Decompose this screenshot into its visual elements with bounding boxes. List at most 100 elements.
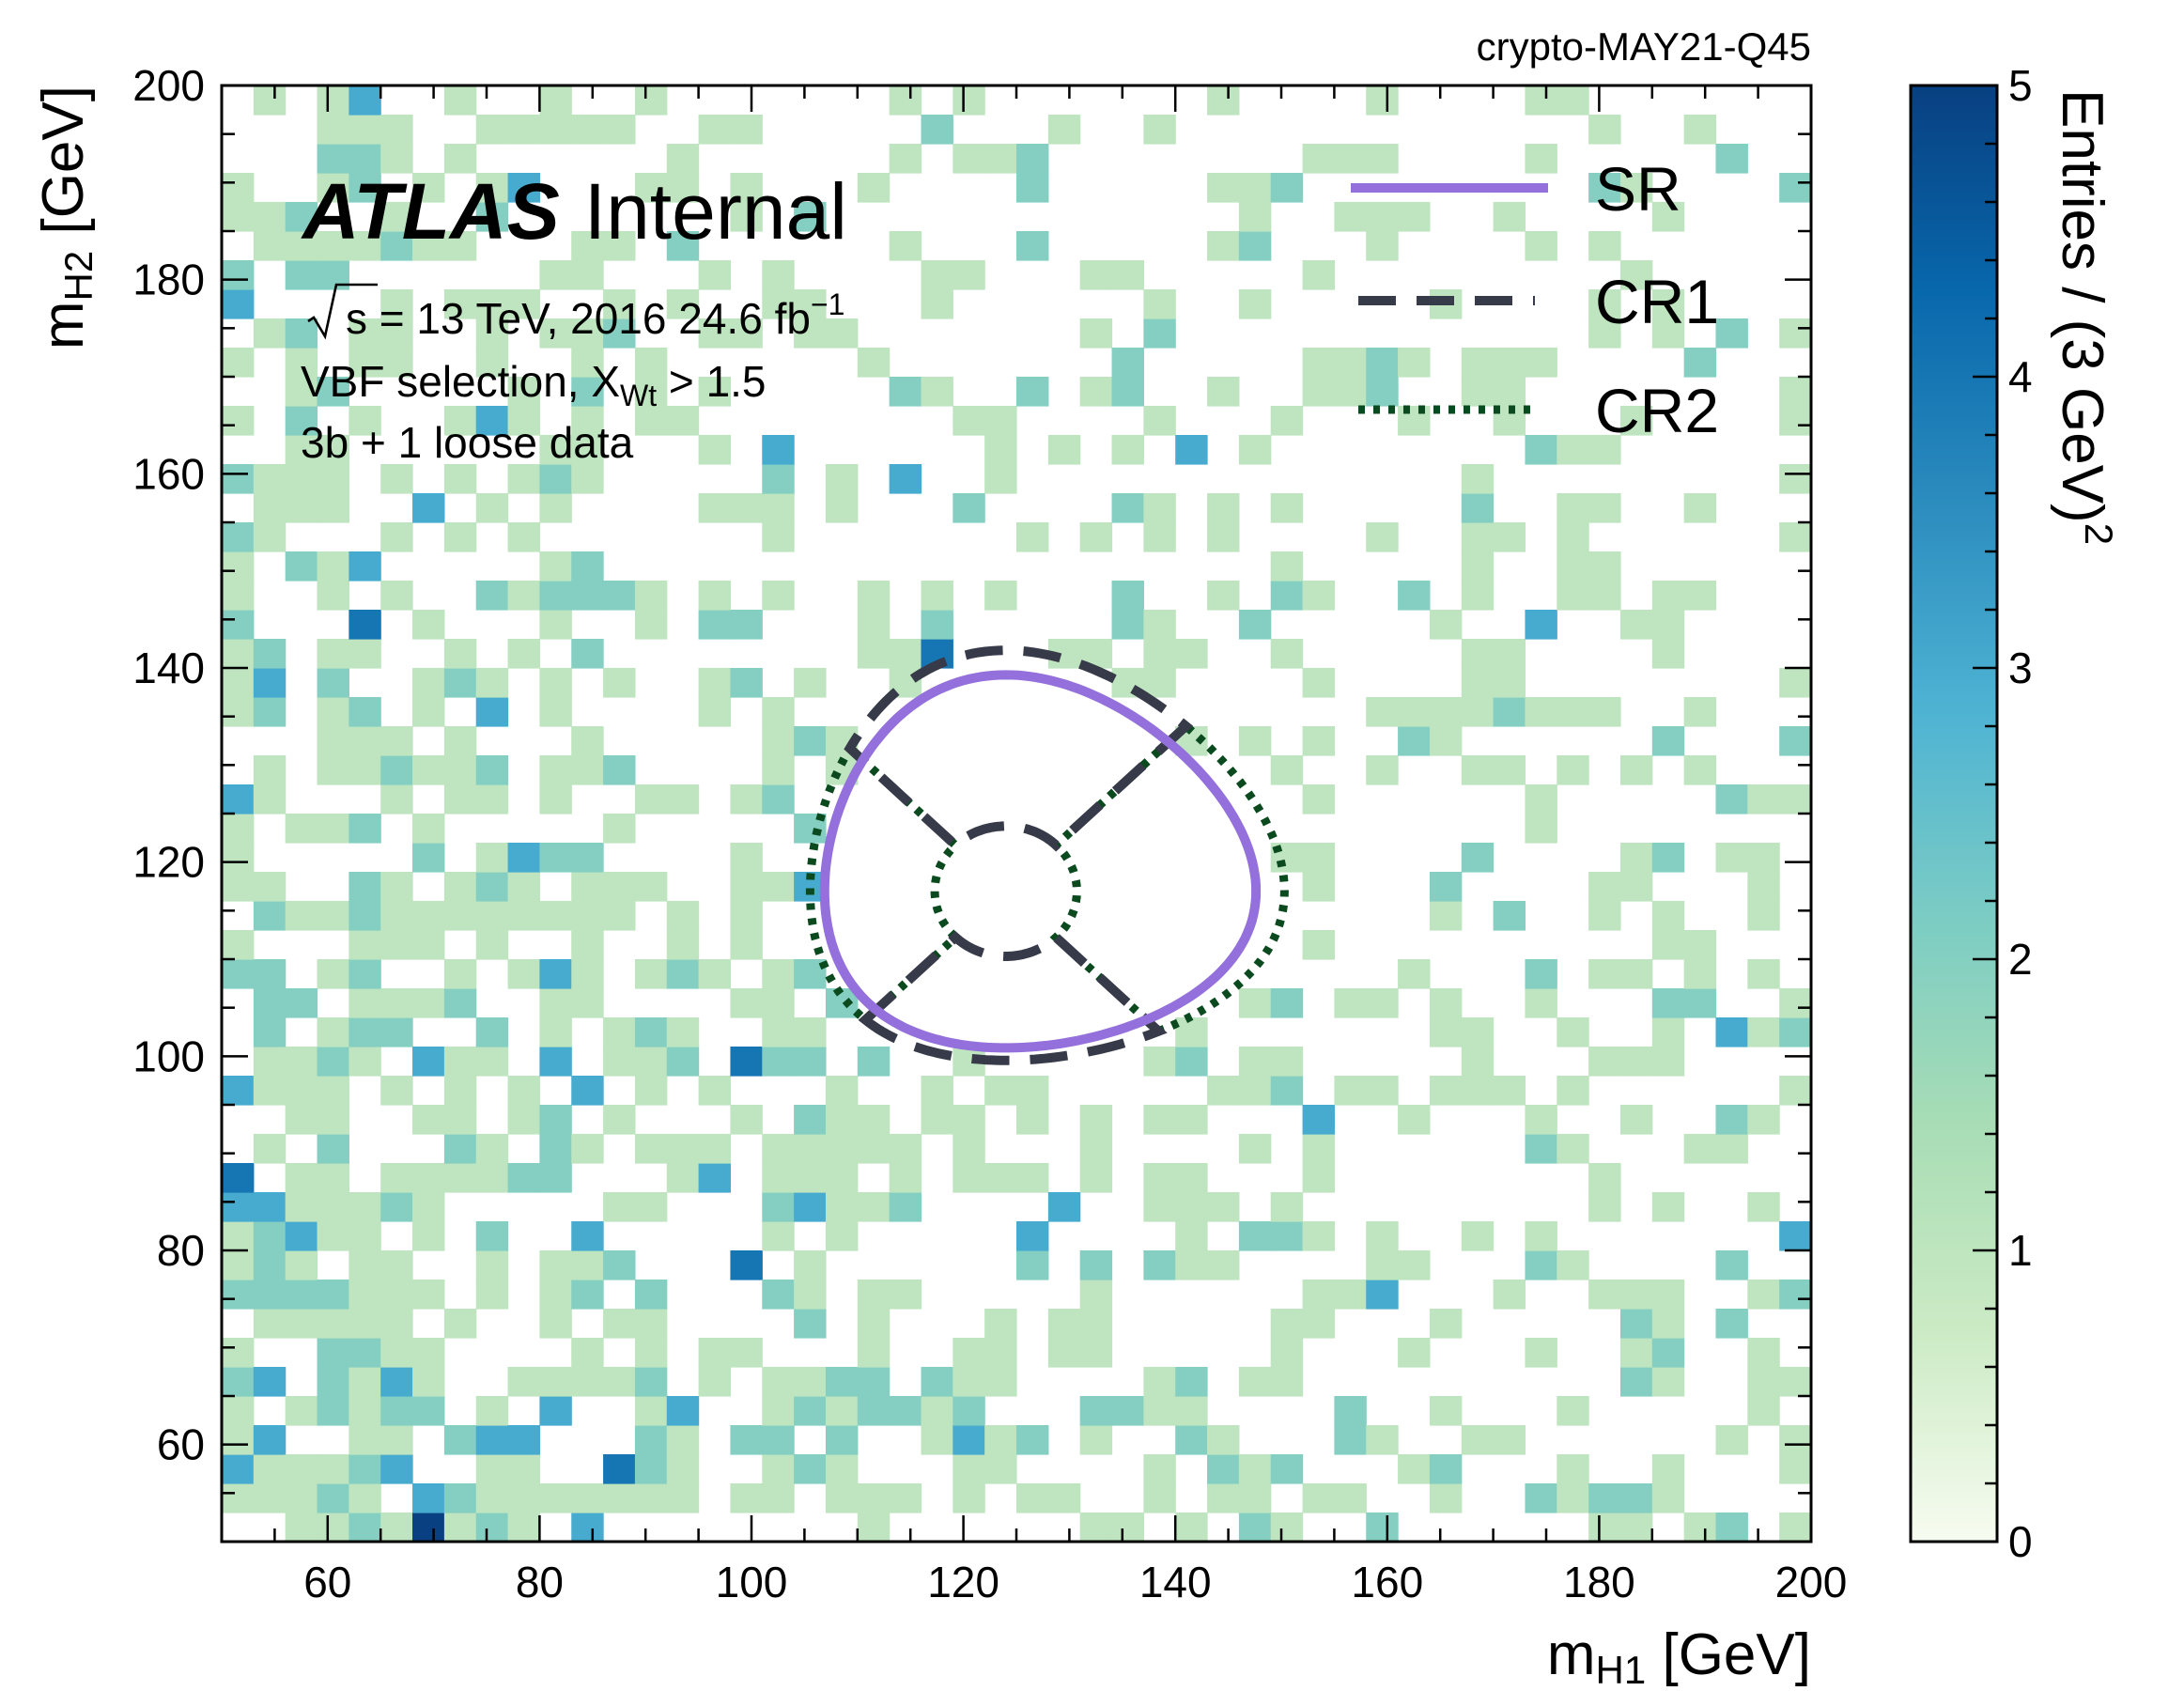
heatmap-cell — [1016, 1105, 1049, 1135]
heatmap-cell — [253, 522, 287, 552]
heatmap-cell — [349, 1483, 381, 1513]
heatmap-cell — [317, 231, 349, 261]
heatmap-cell — [1651, 1483, 1685, 1513]
heatmap-cell — [730, 872, 763, 902]
heatmap-cell — [603, 1309, 636, 1339]
heatmap-cell — [1747, 843, 1780, 873]
heatmap-cell — [412, 988, 445, 1018]
heatmap-cell — [285, 464, 318, 494]
heatmap-cell — [857, 1338, 891, 1368]
heatmap-cell — [698, 435, 732, 465]
heatmap-cell — [443, 784, 477, 814]
heatmap-cell — [380, 348, 413, 378]
heatmap-cell — [1557, 551, 1589, 582]
heatmap-cell — [1398, 581, 1431, 611]
heatmap-cell — [1651, 202, 1685, 232]
heatmap-cell — [1302, 1105, 1335, 1135]
heatmap-cell — [475, 581, 509, 611]
heatmap-cell — [730, 1338, 763, 1368]
heatmap-cell — [1366, 231, 1399, 261]
heatmap-cell — [380, 144, 413, 174]
heatmap-cell — [666, 144, 700, 174]
heatmap-cell — [1143, 115, 1176, 145]
heatmap-cell — [412, 843, 445, 873]
heatmap-cell — [1525, 610, 1557, 640]
x-tick-label: 140 — [1139, 1558, 1212, 1606]
x-tick-label: 100 — [716, 1558, 788, 1606]
heatmap-cell — [634, 1367, 668, 1397]
x-axis-title: mH1 [GeV] — [1547, 1622, 1811, 1691]
heatmap-cell — [1111, 1396, 1144, 1426]
heatmap-cell — [1270, 1367, 1304, 1397]
heatmap-cell — [317, 814, 349, 844]
heatmap-cell — [285, 1047, 318, 1077]
heatmap-cell — [889, 144, 922, 174]
heatmap-cell — [953, 1425, 985, 1455]
heatmap-cell — [222, 1425, 255, 1455]
heatmap-cell — [921, 289, 953, 319]
heatmap-cell — [1747, 1367, 1780, 1397]
heatmap-cell — [571, 377, 604, 407]
heatmap-cell — [412, 697, 445, 727]
heatmap-cell — [1207, 85, 1240, 116]
heatmap-cell — [285, 988, 318, 1018]
heatmap-cell — [1429, 901, 1463, 931]
heatmap-cell — [507, 959, 540, 989]
heatmap-cell — [1429, 610, 1463, 640]
heatmap-cell — [317, 464, 349, 494]
heatmap-cell — [1651, 1280, 1685, 1310]
heatmap-cell — [317, 668, 349, 698]
heatmap-cell — [698, 377, 732, 407]
heatmap-cell — [857, 581, 891, 611]
heatmap-cell — [1366, 348, 1399, 378]
heatmap-cell — [1588, 901, 1621, 931]
heatmap-cell — [1588, 493, 1621, 523]
heatmap-cell — [1651, 1338, 1685, 1368]
heatmap-cell — [317, 377, 349, 407]
colorbar-tick-labels: 0 1 2 3 4 5 — [2008, 61, 2033, 1566]
heatmap-cell — [412, 1192, 445, 1222]
heatmap-cell — [253, 901, 287, 931]
heatmap-cell — [380, 726, 413, 756]
heatmap-cell — [1461, 668, 1495, 698]
heatmap-cell — [380, 1425, 413, 1455]
heatmap-cell — [1302, 1163, 1335, 1193]
heatmap-cell — [1557, 493, 1589, 523]
heatmap-cell — [507, 115, 540, 145]
heatmap-cell — [443, 1076, 477, 1106]
heatmap-cell — [475, 668, 509, 698]
heatmap-cell — [1619, 872, 1653, 902]
heatmap-cell — [794, 1017, 827, 1047]
heatmap-cell — [857, 1483, 891, 1513]
heatmap-cell — [1525, 784, 1557, 814]
heatmap-cell — [539, 784, 572, 814]
heatmap-cell — [666, 784, 700, 814]
heatmap-cell — [1175, 1163, 1208, 1193]
heatmap-cell — [380, 1163, 413, 1193]
cr2-contour — [805, 721, 1289, 1036]
heatmap-cell — [762, 581, 795, 611]
heatmap-cell — [1207, 1483, 1240, 1513]
heatmap-cell — [412, 814, 445, 844]
heatmap-cell — [1715, 1513, 1748, 1542]
heatmap-cell — [507, 173, 540, 203]
heatmap-cell — [730, 115, 763, 145]
heatmap-cell — [857, 1134, 891, 1164]
heatmap-cell — [1334, 1396, 1367, 1426]
heatmap-cell — [380, 202, 413, 232]
heatmap-cell — [1461, 843, 1495, 873]
heatmap-cell — [317, 1017, 349, 1047]
heatmap-cell — [317, 581, 349, 611]
heatmap-cell — [443, 668, 477, 698]
x-axis-tick-labels: 60 80 100 120 140 160 180 200 — [303, 1558, 1847, 1606]
heatmap-cell — [571, 1513, 604, 1542]
heatmap-cell — [1302, 260, 1335, 290]
heatmap-cell — [571, 260, 604, 290]
heatmap-cell — [762, 289, 795, 319]
heatmap-cell — [1557, 755, 1589, 785]
heatmap-cell — [1334, 202, 1367, 232]
heatmap-cell — [1683, 115, 1717, 145]
heatmap-cell — [1557, 1454, 1589, 1484]
heatmap-cell — [1079, 1513, 1113, 1542]
heatmap-cell — [1175, 1192, 1208, 1222]
